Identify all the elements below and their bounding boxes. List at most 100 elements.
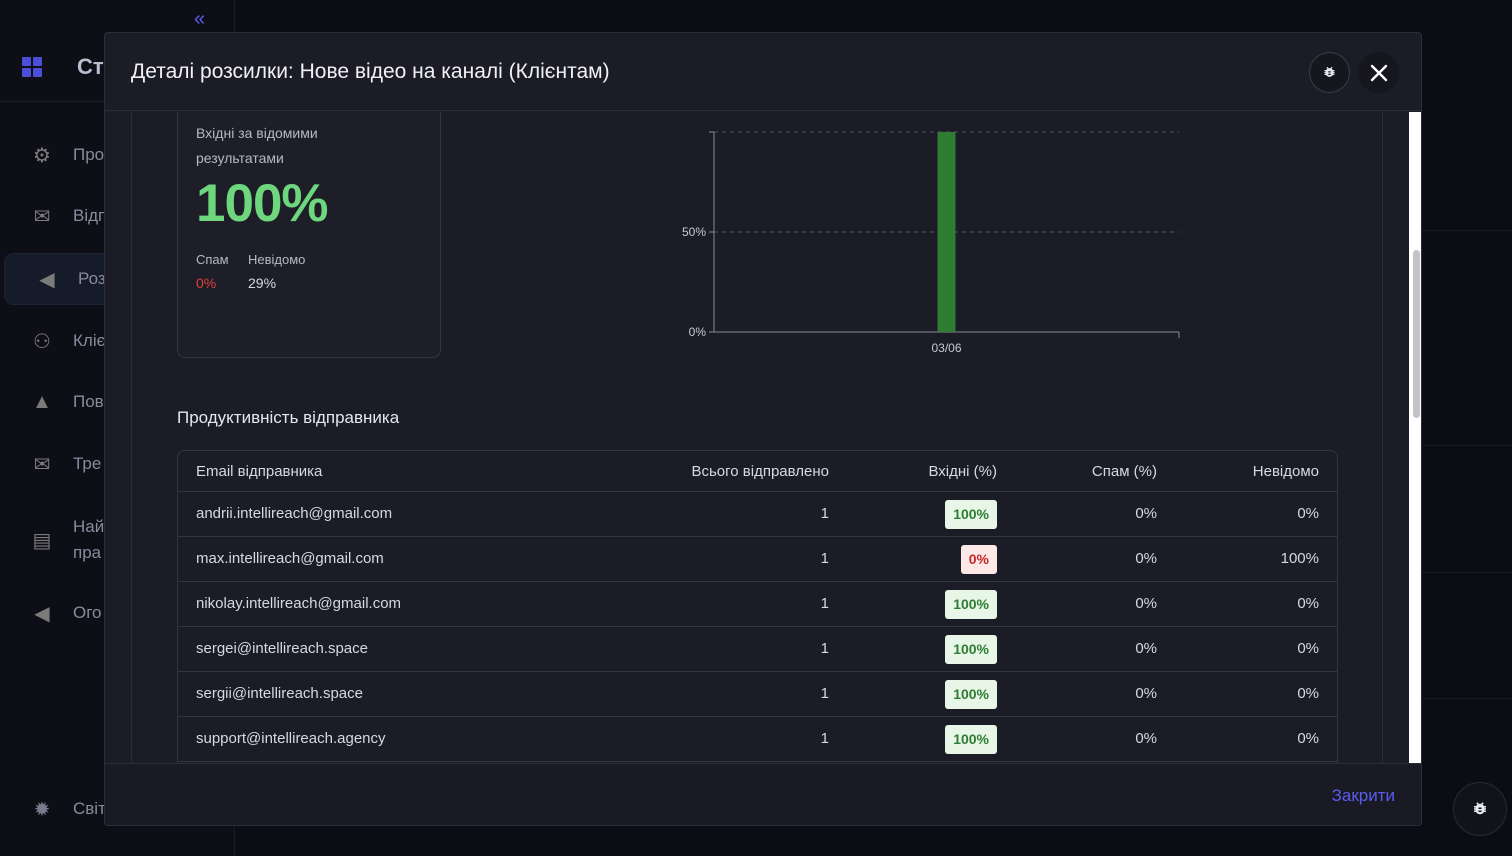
- unknown-percent: 0%: [1297, 595, 1319, 612]
- sidebar-item-label: Кліє: [73, 331, 106, 350]
- bug-report-button[interactable]: [1309, 52, 1350, 93]
- sender-table: Email відправника Всього відправлено Вхі…: [177, 450, 1338, 763]
- stat-label: Вхідні за відомими результатами: [196, 125, 318, 166]
- gear-icon: ⚙: [33, 144, 51, 167]
- bug-icon: [1324, 66, 1335, 77]
- megaphone-icon: ◀: [39, 268, 55, 291]
- bug-report-button[interactable]: [1453, 782, 1507, 836]
- sidebar-item[interactable]: ◀ Ого: [0, 587, 235, 639]
- unknown-percent: 0%: [1297, 505, 1319, 522]
- scrollbar[interactable]: [1409, 112, 1421, 763]
- unknown-percent: 0%: [1297, 730, 1319, 747]
- unknown-value: 29%: [248, 275, 277, 291]
- spam-percent: 0%: [1135, 595, 1157, 612]
- table-header: Email відправника Всього відправлено Вхі…: [178, 451, 1337, 492]
- inbox-percent-badge: 100%: [945, 500, 997, 529]
- total-sent: 1: [820, 595, 829, 612]
- library-icon: ▤: [32, 529, 52, 552]
- sidebar-item-label: Тре: [73, 454, 102, 473]
- dashboard-logo-icon: [22, 57, 42, 77]
- sender-email: support@intellireach.agency: [196, 730, 386, 747]
- unknown-percent: 0%: [1297, 685, 1319, 702]
- sender-email: sergii@intellireach.space: [196, 685, 363, 702]
- sidebar-item-label: Світ: [73, 799, 106, 818]
- divider: [1422, 445, 1512, 446]
- inbox-percent-badge: 100%: [945, 635, 997, 664]
- column-header[interactable]: Всього відправлено: [691, 463, 829, 480]
- sidebar-item-label: Відп: [73, 206, 108, 225]
- close-footer-button[interactable]: Закрити: [1331, 786, 1395, 805]
- sidebar-item[interactable]: ⚇ Кліє: [0, 315, 235, 367]
- x-tick-label: 03/06: [931, 341, 961, 355]
- unknown-label: Невідомо: [248, 252, 306, 267]
- double-chevron-left-icon[interactable]: «: [194, 8, 206, 30]
- sun-gear-icon: ✹: [33, 798, 51, 821]
- sidebar-item[interactable]: ▲ Пов: [0, 376, 235, 428]
- inbox-rate-chart: 0% 50% 03/06: [682, 131, 1180, 355]
- sender-email: nikolay.intellireach@gmail.com: [196, 595, 402, 612]
- modal-footer: Закрити: [105, 763, 1421, 825]
- table-row: nikolay.intellireach@gmail.com 1 0% 0% 100%: [178, 582, 1337, 627]
- sidebar-item-label: Най пра: [73, 517, 105, 562]
- unknown-percent: 0%: [1297, 640, 1319, 657]
- sidebar-item[interactable]: ⚙ Про: [0, 129, 235, 181]
- inbox-percent-badge: 100%: [945, 725, 997, 754]
- bell-icon: ▲: [32, 390, 52, 413]
- table-row: andrii.intellireach@gmail.com 1 0% 0% 100%: [178, 492, 1337, 537]
- stat-value: 100%: [196, 174, 329, 233]
- total-sent: 1: [820, 685, 829, 702]
- spam-percent: 0%: [1135, 640, 1157, 657]
- sidebar-item[interactable]: ✉ Тре: [0, 438, 235, 490]
- divider: [1422, 698, 1512, 699]
- spam-percent: 0%: [1135, 550, 1157, 567]
- total-sent: 1: [820, 730, 829, 747]
- people-icon: ⚇: [33, 330, 51, 353]
- sender-email: sergei@intellireach.space: [196, 640, 368, 657]
- sidebar-item-label: Роз: [78, 269, 106, 288]
- unknown-percent: 100%: [1280, 550, 1319, 567]
- modal-header: Деталі розсилки: Нове відео на каналі (К…: [105, 33, 1421, 111]
- table-row: max.intellireach@gmail.com 1 0% 100% 0%: [178, 537, 1337, 582]
- column-header[interactable]: Спам (%): [1091, 463, 1157, 480]
- sidebar-item-label: Про: [73, 145, 105, 164]
- megaphone-icon: ◀: [34, 602, 50, 625]
- sender-email: max.intellireach@gmail.com: [196, 550, 384, 567]
- table-row: support@intellireach.agency 1 0% 0% 100%: [178, 717, 1337, 762]
- bug-icon: [1474, 802, 1486, 815]
- total-sent: 1: [820, 505, 829, 522]
- close-button[interactable]: [1358, 52, 1399, 93]
- sidebar-item-label: Ого: [73, 603, 102, 622]
- spam-label: Спам: [196, 252, 229, 267]
- close-icon: [1370, 64, 1387, 81]
- campaign-details-modal: Деталі розсилки: Нове відео на каналі (К…: [104, 32, 1422, 826]
- sidebar-item-label: Пов: [73, 392, 104, 411]
- inbox-percent-badge: 100%: [945, 590, 997, 619]
- inbox-percent-badge: 0%: [960, 545, 997, 574]
- modal-body[interactable]: Вхідні за відомими результатами 100% Спа…: [131, 112, 1383, 763]
- sender-email: andrii.intellireach@gmail.com: [196, 505, 393, 522]
- column-header[interactable]: Email відправника: [196, 463, 323, 480]
- y-tick-label: 0%: [689, 325, 707, 339]
- bar: [937, 132, 956, 332]
- scrollbar-thumb[interactable]: [1413, 250, 1420, 418]
- sidebar-item[interactable]: ▤ Най пра: [0, 514, 235, 566]
- total-sent: 1: [820, 550, 829, 567]
- column-header[interactable]: Вхідні (%): [928, 463, 997, 480]
- spam-percent: 0%: [1135, 730, 1157, 747]
- mail-check-icon: ✉: [33, 453, 51, 476]
- y-tick-label: 50%: [682, 225, 706, 239]
- column-header[interactable]: Невідомо: [1252, 463, 1319, 480]
- section-title: Продуктивність відправника: [177, 408, 400, 427]
- divider: [1422, 572, 1512, 573]
- modal-title: Деталі розсилки: Нове відео на каналі (К…: [131, 60, 610, 83]
- sidebar-item[interactable]: ✉ Відп: [0, 190, 235, 242]
- divider: [1422, 230, 1512, 231]
- table-row: sergei@intellireach.space 1 0% 0% 100%: [178, 627, 1337, 672]
- app-title: Ст: [77, 54, 104, 79]
- spam-percent: 0%: [1135, 685, 1157, 702]
- table-row: sergii@intellireach.space 1 0% 0% 100%: [178, 672, 1337, 717]
- inbox-stat-card: Вхідні за відомими результатами 100% Спа…: [177, 112, 441, 358]
- sidebar-item-theme[interactable]: ✹ Світ: [0, 783, 235, 835]
- spam-percent: 0%: [1135, 505, 1157, 522]
- inbox-percent-badge: 100%: [945, 680, 997, 709]
